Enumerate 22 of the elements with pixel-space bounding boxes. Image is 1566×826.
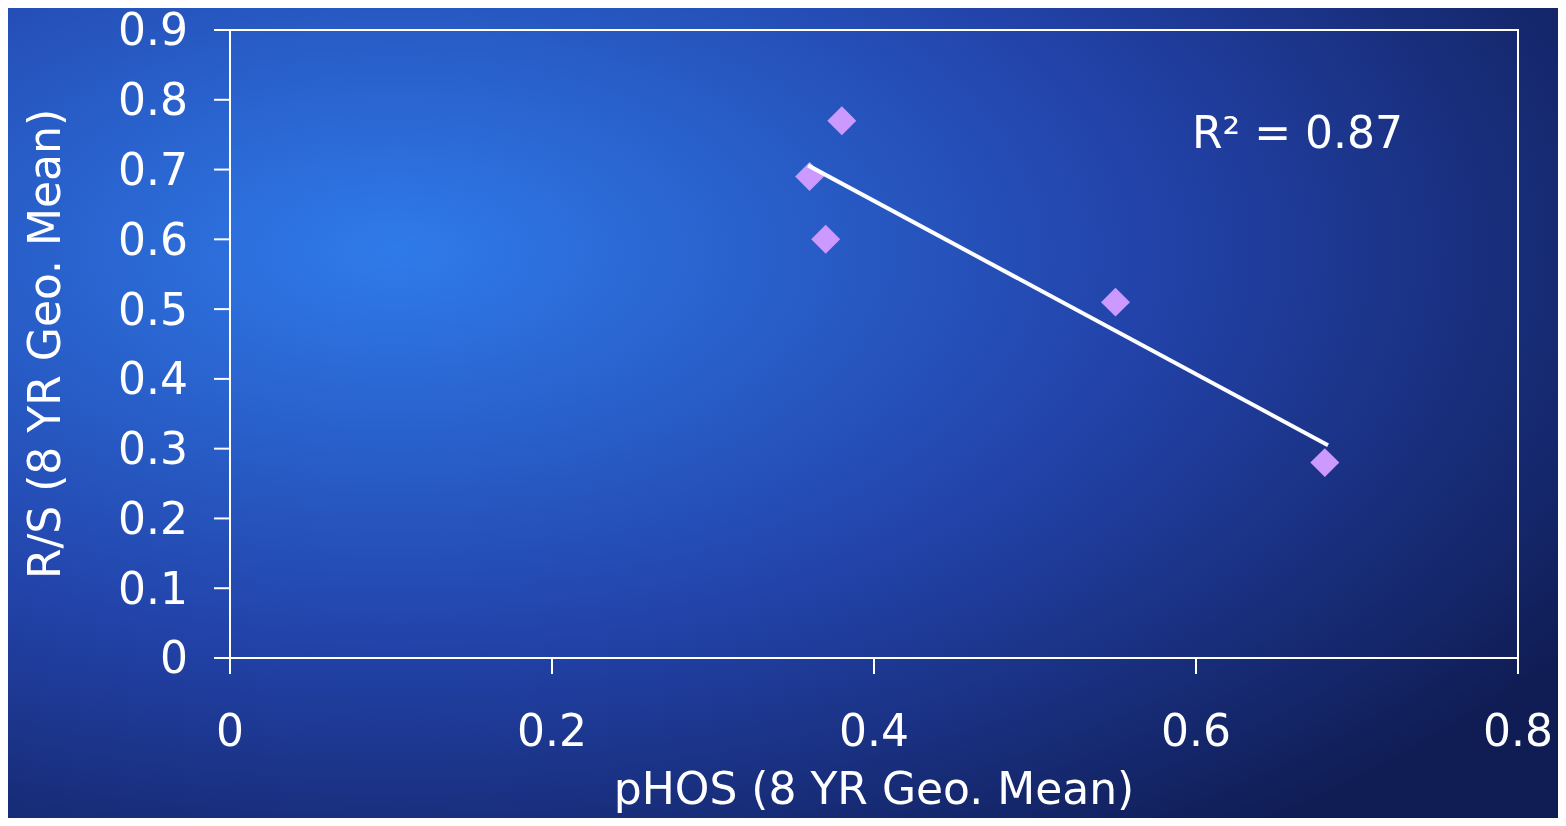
y-tick-label: 0.3 (118, 423, 188, 475)
point (1310, 448, 1340, 478)
x-tick-label: 0.2 (517, 705, 587, 756)
y-tick-label: 0.2 (118, 492, 188, 544)
x-tick-label: 0.8 (1483, 705, 1553, 756)
x-axis-title: pHOS (8 YR Geo. Mean) (613, 763, 1135, 814)
y-tick-label: 0.1 (118, 562, 188, 614)
y-tick-label: 0.9 (118, 4, 188, 56)
y-tick-label: 0.7 (118, 143, 188, 195)
point (1101, 287, 1130, 317)
y-tick-label: 0.6 (118, 213, 188, 265)
annotation: R² = 0.87 (1191, 107, 1403, 158)
x-tick-label: 0.4 (839, 705, 909, 756)
point (811, 224, 841, 254)
x-tick-label: 0 (216, 705, 244, 756)
y-tick-label: 0.4 (118, 353, 188, 405)
y-tick-label: 0.8 (118, 74, 188, 126)
y-axis-title: R/S (8 YR Geo. Mean) (19, 108, 70, 580)
y-tick-label: 0 (160, 632, 188, 684)
y-tick-label: 0.5 (118, 283, 188, 335)
x-tick-label: 0.6 (1161, 705, 1231, 756)
point (827, 106, 857, 136)
